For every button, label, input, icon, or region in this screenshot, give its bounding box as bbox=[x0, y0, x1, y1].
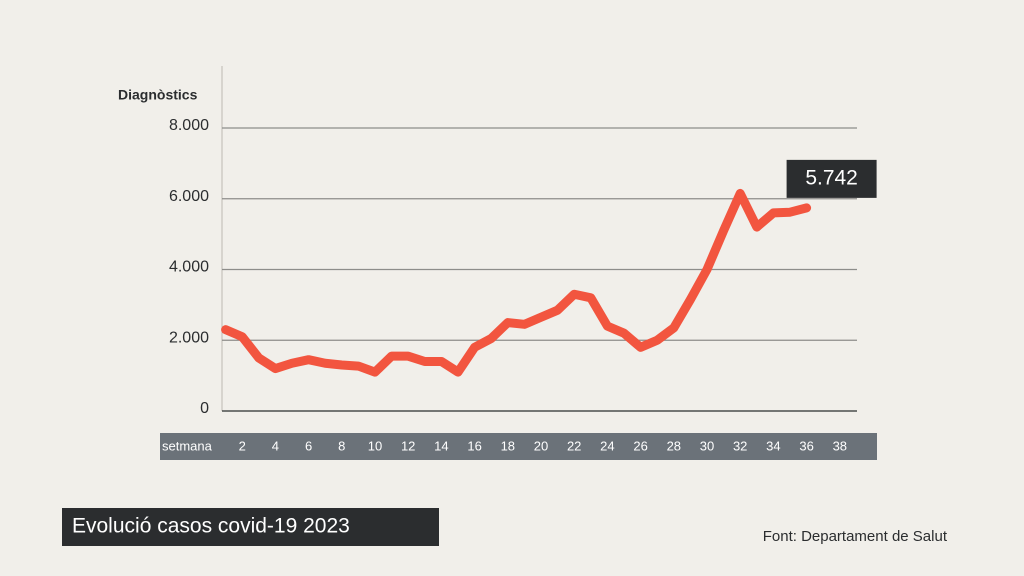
value-label-box bbox=[786, 159, 877, 198]
x-tick-label: 18 bbox=[501, 438, 515, 453]
x-tick-label: 28 bbox=[667, 438, 681, 453]
x-tick-label: 20 bbox=[534, 438, 548, 453]
x-axis-label: setmana bbox=[162, 438, 213, 453]
chart-title: Evolució casos covid-19 2023 bbox=[72, 515, 350, 538]
data-line bbox=[221, 188, 812, 377]
x-tick-label: 24 bbox=[600, 438, 614, 453]
x-tick-label: 34 bbox=[766, 438, 780, 453]
x-tick-label: 36 bbox=[799, 438, 813, 453]
x-tick-label: 38 bbox=[833, 438, 847, 453]
x-tick-label: 32 bbox=[733, 438, 747, 453]
y-tick-label: 4.000 bbox=[169, 259, 209, 276]
title-box bbox=[62, 508, 439, 546]
x-tick-label: 4 bbox=[272, 438, 279, 453]
x-tick-label: 30 bbox=[700, 438, 714, 453]
x-tick-label: 16 bbox=[467, 438, 481, 453]
x-tick-label: 6 bbox=[305, 438, 312, 453]
x-tick-label: 2 bbox=[239, 438, 246, 453]
x-tick-label: 26 bbox=[633, 438, 647, 453]
source: Font: Departament de Salut bbox=[763, 528, 948, 545]
y-tick-label: 6.000 bbox=[169, 188, 209, 205]
y-axis-label: Diagnòstics bbox=[118, 87, 198, 103]
x-tick-label: 12 bbox=[401, 438, 415, 453]
y-tick-label: 8.000 bbox=[169, 117, 209, 134]
x-tick-label: 14 bbox=[434, 438, 448, 453]
x-tick-label: 8 bbox=[338, 438, 345, 453]
x-axis-band bbox=[160, 433, 877, 460]
y-tick-label: 0 bbox=[200, 400, 209, 417]
x-tick-label: 10 bbox=[368, 438, 382, 453]
value-label: 5.742 bbox=[805, 166, 858, 189]
y-tick-label: 2.000 bbox=[169, 329, 209, 346]
x-tick-label: 22 bbox=[567, 438, 581, 453]
